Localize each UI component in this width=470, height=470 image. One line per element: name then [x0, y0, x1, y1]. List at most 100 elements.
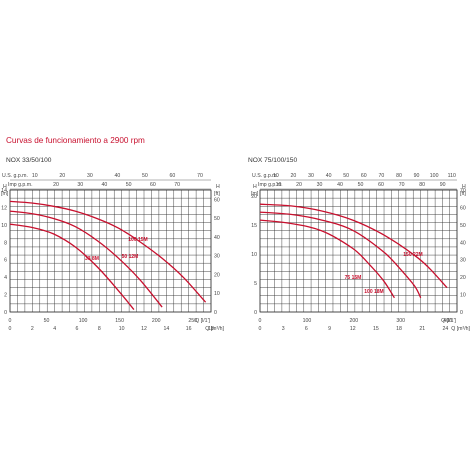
c1-top-axis-2-tick: 40: [337, 182, 343, 188]
c1-top-axis-2-tick: 10: [276, 182, 282, 188]
c1-series-line-150-22m: [259, 203, 448, 289]
c0-bottom-axis-2-tick: 0: [9, 326, 12, 332]
c1-left-axis-tick: 5: [254, 281, 257, 287]
c1-right-axis-label: H: [462, 184, 466, 190]
c0-bottom-axis-2-tick: 6: [76, 326, 79, 332]
c1-right-axis-tick: 70: [460, 188, 466, 194]
c1-bottom-axis-2-tick: 6: [305, 326, 308, 332]
c1-bottom-axis-2-tick: 12: [350, 326, 356, 332]
c0-series-line-50-12m: [9, 210, 163, 308]
c1-top-axis-1-tick: 20: [291, 173, 297, 179]
c1-top-axis-1-tick: 110: [448, 173, 456, 179]
c1-series-line-100-18m: [259, 211, 422, 299]
c0-top-axis-1-label: U.S. g.p.m.: [2, 173, 28, 179]
c1-bottom-axis-1-tick: 0: [259, 318, 262, 324]
c0-bottom-axis-2-tick: 2: [31, 326, 34, 332]
c1-top-axis-2-tick: 70: [399, 182, 405, 188]
c0-bottom-axis-1-tick: 100: [79, 318, 88, 324]
chart-title-nox-75-100-150: NOX 75/100/150: [248, 157, 298, 164]
c0-top-axis-1-tick: 60: [170, 173, 176, 179]
c1-top-axis-1-tick: 60: [361, 173, 367, 179]
c1-bottom-axis-1-tick: 200: [349, 318, 358, 324]
c0-bottom-axis-1-tick: 0: [9, 318, 12, 324]
c1-right-axis-tick: 10: [460, 293, 466, 299]
c1-right-axis-tick: 0: [460, 310, 463, 316]
c1-bottom-axis-1-tick: 300: [396, 318, 405, 324]
c1-top-axis-1-tick: 30: [308, 173, 314, 179]
c0-bottom-axis-1-label: Q [l/1']: [195, 318, 210, 324]
c1-top-axis-1-tick: 80: [396, 173, 402, 179]
c0-bottom-axis-2-tick: 12: [141, 326, 147, 332]
c0-top-axis-2-tick: 60: [150, 182, 156, 188]
c1-left-axis-tick: 0: [254, 310, 257, 316]
c0-bottom-axis-2-tick: 16: [186, 326, 192, 332]
c0-left-axis-tick: 2: [4, 293, 7, 299]
c0-bottom-axis-1-tick: 200: [152, 318, 161, 324]
c1-top-axis-1-tick: 40: [326, 173, 332, 179]
c1-bottom-axis-2-tick: 0: [259, 326, 262, 332]
c0-bottom-axis-1-tick: 250: [188, 318, 197, 324]
c1-left-axis-label: H: [253, 184, 257, 190]
c1-series-line-75-15m: [259, 219, 395, 299]
c0-left-axis-tick: 10: [1, 223, 7, 229]
c1-grid: [259, 189, 458, 313]
c1-bottom-axis-2-tick: 3: [282, 326, 285, 332]
c0-left-axis-tick: 6: [4, 258, 7, 264]
c1-top-axis-2-tick: 20: [296, 182, 302, 188]
c0-right-axis-tick: 20: [214, 272, 220, 278]
c0-top-axis-1-tick: 40: [114, 173, 120, 179]
c1-right-axis-tick: 60: [460, 205, 466, 211]
c1-top-axis-1-tick: 50: [343, 173, 349, 179]
c1-right-axis-tick: 40: [460, 240, 466, 246]
c1-right-axis-tick: 20: [460, 275, 466, 281]
c0-bottom-axis-2-tick: 8: [98, 326, 101, 332]
c1-bottom-axis-1-label: Q [l/1']: [441, 318, 456, 324]
c1-top-axis-1-tick: 70: [378, 173, 384, 179]
c0-series-line-100-15m: [9, 200, 207, 303]
c0-right-axis-tick: 30: [214, 254, 220, 260]
c1-series-label-75-15m: 75 15M: [345, 275, 362, 281]
c1-left-axis-unit: [m]: [251, 191, 259, 197]
c0-top-axis-2-tick: 30: [77, 182, 83, 188]
c1-top-axis-2-label: Imp g.p.m.: [258, 182, 283, 188]
c1-bottom-axis-2-tick: 15: [373, 326, 379, 332]
c1-bottom-axis-2-tick: 21: [419, 326, 425, 332]
c0-right-axis-tick: 10: [214, 291, 220, 297]
c1-bottom-axis-2-tick: 24: [443, 326, 449, 332]
page-heading: Curvas de funcionamiento a 2900 rpm: [6, 136, 145, 145]
c0-top-axis-2-tick: 20: [53, 182, 59, 188]
c0-top-axis-2-tick: 50: [126, 182, 132, 188]
c0-bottom-axis-2-tick: 4: [53, 326, 56, 332]
c1-left-axis-tick: 15: [251, 223, 257, 229]
c0-top-axis-2-tick: 40: [102, 182, 108, 188]
c1-series-label-150-22m: 150 22M: [403, 252, 422, 258]
c1-top-axis-1-label: U.S. g.p.m.: [252, 173, 278, 179]
c1-right-axis-unit: [ft]: [460, 191, 466, 197]
c0-left-axis-tick: 4: [4, 275, 7, 281]
c0-top-axis-1-tick: 20: [59, 173, 65, 179]
c1-bottom-axis-1-tick: 400: [443, 318, 452, 324]
c0-series-line-33-8m: [9, 223, 135, 311]
c0-top-axis-1-tick: 10: [32, 173, 38, 179]
c1-plot-frame: [259, 189, 458, 313]
c1-right-axis-tick: 50: [460, 223, 466, 229]
c0-right-axis-unit: [ft]: [214, 191, 220, 197]
c0-series-label-100-15m: 100 15M: [128, 237, 147, 243]
c0-right-axis-tick: 40: [214, 235, 220, 241]
c0-top-axis-1-tick: 70: [197, 173, 203, 179]
c0-top-axis-1-tick: 30: [87, 173, 93, 179]
c0-series-label-50-12m: 50 12M: [122, 254, 139, 260]
c0-top-axis-2-tick: 70: [174, 182, 180, 188]
c0-bottom-axis-2-tick: 18: [208, 326, 214, 332]
c1-bottom-axis-1-tick: 100: [303, 318, 312, 324]
c1-bottom-axis-2-label: Q [m³/h]: [451, 326, 470, 332]
c0-right-axis-label: H: [216, 184, 220, 190]
c0-plot-frame: [9, 189, 212, 313]
c1-left-axis-tick: 20: [251, 194, 257, 200]
c0-series-label-33-8m: 33 8M: [85, 256, 99, 262]
c0-bottom-axis-2-label: Q [m³/h]: [205, 326, 224, 332]
c1-top-axis-2-tick: 90: [440, 182, 446, 188]
c1-bottom-axis-2-tick: 9: [328, 326, 331, 332]
